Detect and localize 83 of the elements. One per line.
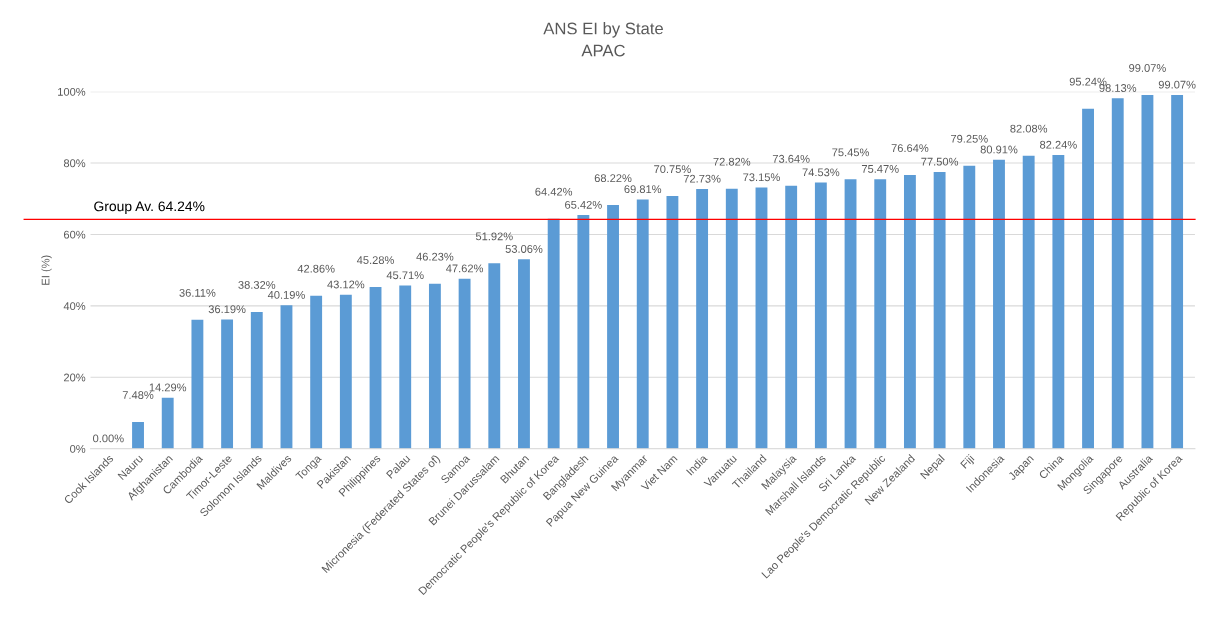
bar (963, 165, 976, 449)
data-label: 76.64% (891, 144, 929, 153)
bar (488, 263, 501, 449)
bar (755, 187, 768, 449)
data-label: 36.19% (208, 305, 246, 314)
bar (161, 397, 174, 449)
data-label: 99.07% (1158, 80, 1196, 89)
data-label: 43.12% (327, 280, 365, 289)
data-label: 98.13% (1099, 84, 1137, 92)
bar (844, 179, 857, 449)
data-label: 7.48% (122, 391, 154, 399)
bar (518, 259, 530, 449)
chart-subtitle: APAC (581, 44, 625, 57)
bar (221, 319, 234, 449)
bar (1082, 108, 1094, 449)
bar (1052, 155, 1065, 449)
data-label: 72.73% (683, 174, 721, 183)
data-label: 74.53% (802, 168, 840, 177)
data-label: 80.91% (980, 145, 1018, 154)
data-label: 64.42% (535, 187, 573, 196)
bar (993, 159, 1005, 449)
data-label: 69.81% (624, 185, 662, 194)
bar (725, 188, 738, 449)
bar (1141, 94, 1154, 449)
bar (577, 215, 590, 449)
y-tick-label: 40% (63, 302, 86, 311)
bar (785, 185, 798, 449)
data-label: 75.45% (832, 148, 869, 157)
bar (310, 295, 323, 449)
ref-line-label: Group Av. 64.24% (94, 201, 205, 214)
data-label: 36.11% (179, 288, 216, 297)
bar (814, 182, 827, 449)
data-label: 75.47% (861, 165, 899, 173)
bar (399, 285, 412, 449)
data-label: 70.75% (654, 165, 691, 174)
y-tick-label: 20% (63, 373, 86, 382)
data-label: 47.62% (446, 264, 484, 273)
bar (458, 278, 471, 449)
y-tick-label: 0% (70, 444, 86, 453)
bar (933, 171, 946, 449)
data-label: 38.32% (238, 280, 276, 289)
bar (666, 196, 679, 449)
y-axis-title: EI (%) (41, 255, 52, 285)
bar (636, 199, 649, 449)
data-label: 45.28% (356, 256, 394, 264)
y-tick-label: 100% (58, 87, 86, 96)
bar (903, 175, 916, 449)
bar (1171, 94, 1184, 449)
data-label: 46.23% (416, 252, 454, 261)
bar (132, 422, 144, 449)
bar (369, 287, 382, 449)
data-label: 14.29% (149, 383, 187, 392)
data-label: 79.25% (951, 134, 988, 143)
data-label: 82.24% (1040, 140, 1077, 149)
data-label: 99.07% (1129, 64, 1166, 72)
data-label: 42.86% (297, 264, 335, 273)
bar (696, 189, 709, 449)
data-label: 0.00% (93, 434, 124, 443)
bar (250, 311, 263, 449)
data-label: 77.50% (921, 157, 959, 166)
bar (874, 179, 887, 449)
data-label: 51.92% (475, 232, 513, 241)
y-tick-label: 60% (63, 230, 86, 239)
bar (428, 283, 441, 449)
bar (191, 319, 204, 449)
bar (1111, 98, 1124, 449)
data-label: 45.71% (386, 271, 424, 280)
y-tick-label: 80% (63, 159, 86, 168)
data-label: 95.24% (1069, 77, 1107, 86)
bar (547, 218, 560, 449)
bar (607, 205, 619, 449)
data-label: 73.15% (743, 173, 780, 182)
data-label: 40.19% (267, 290, 305, 299)
data-label: 68.22% (594, 174, 632, 183)
data-label: 82.08% (1010, 124, 1048, 133)
data-label: 65.42% (565, 200, 602, 209)
data-label: 73.64% (772, 154, 810, 163)
bar (1022, 155, 1035, 449)
bar (280, 305, 293, 449)
chart-title: ANS EI by State (543, 22, 663, 38)
bar (339, 294, 352, 449)
data-label: 72.82% (713, 157, 751, 166)
data-label: 53.06% (505, 245, 543, 253)
